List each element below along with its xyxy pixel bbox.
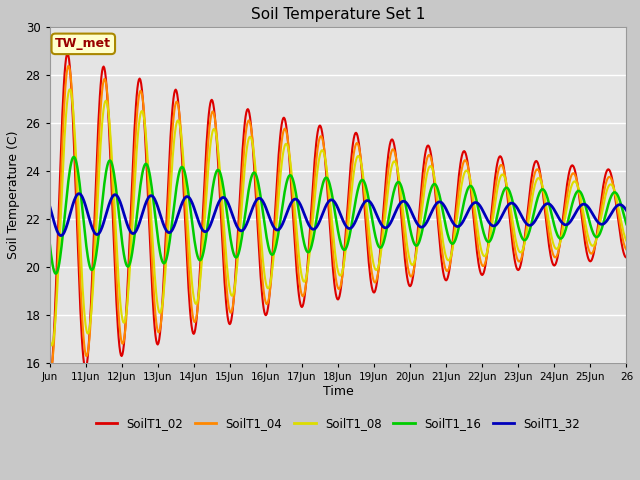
SoilT1_16 [516, 231, 524, 237]
SoilT1_02 [173, 91, 181, 97]
X-axis label: Time: Time [323, 385, 353, 398]
SoilT1_16 [462, 192, 470, 198]
SoilT1_02 [623, 255, 630, 261]
Line: SoilT1_08: SoilT1_08 [49, 89, 627, 346]
SoilT1_08 [174, 118, 182, 123]
SoilT1_02 [461, 149, 468, 155]
SoilT1_08 [126, 265, 134, 271]
Legend: SoilT1_02, SoilT1_04, SoilT1_08, SoilT1_16, SoilT1_32: SoilT1_02, SoilT1_04, SoilT1_08, SoilT1_… [91, 413, 585, 435]
SoilT1_32 [623, 207, 630, 213]
Line: SoilT1_02: SoilT1_02 [49, 53, 627, 382]
SoilT1_32 [45, 203, 53, 208]
SoilT1_32 [54, 231, 62, 237]
Line: SoilT1_16: SoilT1_16 [49, 157, 627, 274]
Title: Soil Temperature Set 1: Soil Temperature Set 1 [251, 7, 425, 22]
Line: SoilT1_32: SoilT1_32 [49, 193, 627, 236]
SoilT1_16 [623, 221, 630, 227]
SoilT1_32 [126, 228, 134, 234]
SoilT1_16 [45, 239, 53, 244]
SoilT1_32 [174, 212, 182, 218]
SoilT1_08 [623, 238, 630, 244]
SoilT1_04 [47, 367, 54, 372]
SoilT1_16 [126, 261, 134, 266]
SoilT1_02 [125, 248, 133, 253]
SoilT1_04 [56, 219, 63, 225]
SoilT1_08 [45, 333, 53, 339]
SoilT1_16 [52, 271, 60, 276]
SoilT1_04 [534, 167, 541, 172]
Y-axis label: Soil Temperature (C): Soil Temperature (C) [7, 131, 20, 259]
SoilT1_08 [48, 343, 56, 348]
SoilT1_16 [534, 194, 541, 200]
SoilT1_02 [54, 212, 62, 217]
Line: SoilT1_04: SoilT1_04 [49, 66, 627, 370]
SoilT1_02 [533, 159, 541, 165]
SoilT1_16 [174, 175, 182, 181]
SoilT1_32 [516, 211, 524, 217]
SoilT1_04 [45, 365, 53, 371]
SoilT1_02 [45, 379, 53, 385]
SoilT1_02 [516, 265, 524, 271]
SoilT1_16 [56, 260, 63, 266]
SoilT1_16 [70, 154, 77, 160]
SoilT1_04 [623, 247, 630, 252]
SoilT1_08 [534, 176, 541, 181]
SoilT1_02 [64, 50, 72, 56]
Text: TW_met: TW_met [55, 37, 111, 50]
SoilT1_32 [75, 191, 83, 196]
SoilT1_04 [126, 251, 134, 256]
SoilT1_08 [462, 168, 470, 174]
SoilT1_32 [57, 233, 65, 239]
SoilT1_32 [534, 213, 541, 219]
SoilT1_04 [65, 63, 72, 69]
SoilT1_04 [516, 257, 524, 263]
SoilT1_32 [462, 214, 470, 219]
SoilT1_04 [462, 157, 470, 163]
SoilT1_08 [56, 246, 63, 252]
SoilT1_04 [174, 102, 182, 108]
SoilT1_08 [66, 86, 74, 92]
SoilT1_08 [516, 250, 524, 255]
